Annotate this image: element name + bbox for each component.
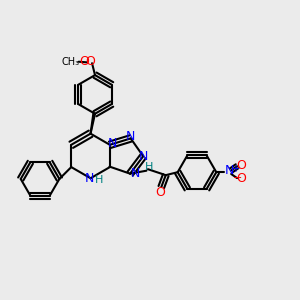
Text: N: N bbox=[84, 172, 94, 185]
Text: O: O bbox=[155, 186, 165, 199]
Text: N: N bbox=[126, 130, 135, 143]
Text: N: N bbox=[224, 164, 234, 177]
Text: O: O bbox=[236, 172, 246, 185]
Text: +: + bbox=[231, 164, 239, 174]
Text: N: N bbox=[131, 167, 140, 180]
Text: CH₃: CH₃ bbox=[61, 57, 80, 67]
Text: H: H bbox=[94, 175, 103, 185]
Text: H: H bbox=[145, 162, 154, 172]
Text: N: N bbox=[139, 150, 148, 163]
Text: O: O bbox=[80, 55, 89, 68]
Text: −: − bbox=[233, 172, 242, 182]
Text: O: O bbox=[85, 55, 95, 68]
Text: O: O bbox=[236, 159, 246, 172]
Text: N: N bbox=[108, 137, 117, 150]
